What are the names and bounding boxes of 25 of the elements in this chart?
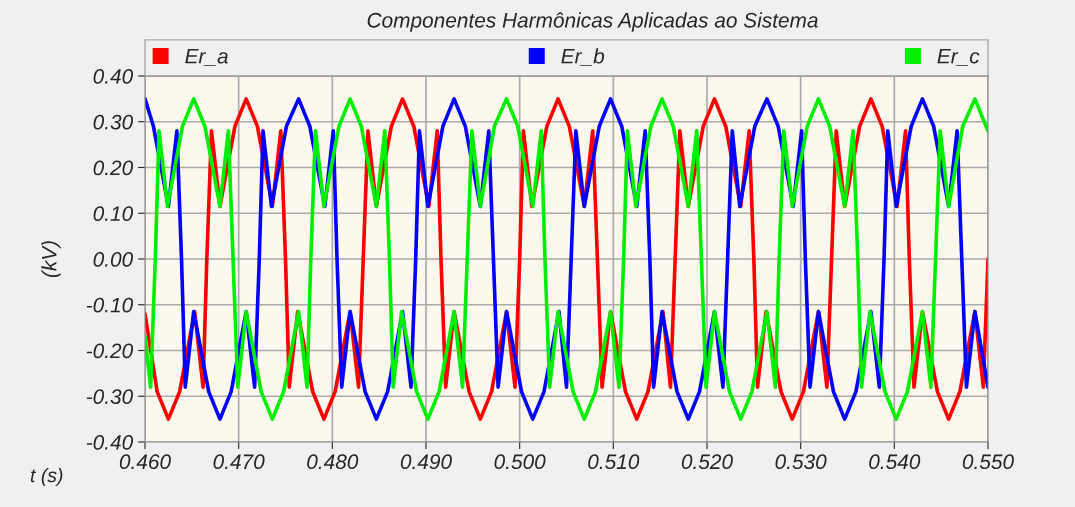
y-tick-label: -0.10 xyxy=(86,297,134,313)
y-tick-label: 0.40 xyxy=(93,69,134,84)
chart-title: Componentes Harmônicas Aplicadas ao Sistema xyxy=(367,12,818,32)
x-tick-label: 0.490 xyxy=(400,454,452,470)
x-tick-label: 0.510 xyxy=(588,454,640,470)
x-tick-label: 0.470 xyxy=(213,454,265,470)
y-tick-label: 0.10 xyxy=(93,206,134,221)
y-tick-label: 0.30 xyxy=(93,114,134,130)
y-tick-label: 0.00 xyxy=(93,252,134,267)
legend-label: Er_b xyxy=(561,48,605,66)
legend-label: Er_a xyxy=(185,49,228,66)
x-tick-label: 0.480 xyxy=(307,454,359,470)
x-tick-label: 0.460 xyxy=(119,454,171,470)
x-axis-title: t (s) xyxy=(30,467,63,487)
y-axis-title: (kV) xyxy=(41,241,61,278)
y-tick-label: -0.40 xyxy=(86,435,134,450)
x-tick-label: 0.550 xyxy=(962,454,1014,470)
y-tick-label: 0.20 xyxy=(93,160,134,176)
y-tick-label: -0.30 xyxy=(86,389,134,404)
y-tick-label: -0.20 xyxy=(86,343,134,359)
x-tick-label: 0.530 xyxy=(775,454,827,470)
legend-label: Er_c xyxy=(937,49,980,66)
x-tick-label: 0.520 xyxy=(681,454,733,470)
x-tick-label: 0.500 xyxy=(494,454,546,470)
x-tick-label: 0.540 xyxy=(869,454,921,470)
